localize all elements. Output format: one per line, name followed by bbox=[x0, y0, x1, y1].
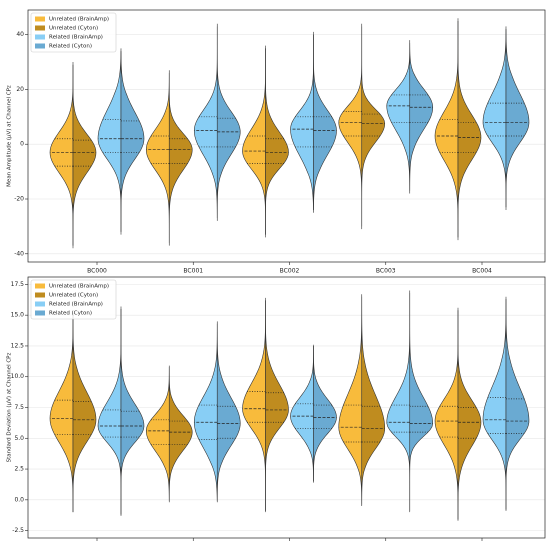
violin-half bbox=[482, 26, 507, 210]
violin-half bbox=[482, 296, 507, 511]
x-tick-label: BC001 bbox=[183, 268, 203, 275]
y-tick-label: 7.5 bbox=[14, 404, 24, 411]
legend-swatch bbox=[35, 25, 45, 31]
legend-label: Unrelated (BrainAmp) bbox=[49, 284, 109, 290]
violin-half bbox=[216, 26, 241, 219]
violin-half bbox=[120, 51, 145, 232]
legend-swatch bbox=[35, 34, 45, 40]
violin-half bbox=[145, 70, 170, 246]
violin-half bbox=[434, 307, 459, 521]
violin-half bbox=[409, 293, 434, 511]
y-tick-label: -40 bbox=[14, 250, 24, 257]
violin-half bbox=[49, 62, 74, 249]
violin-half bbox=[193, 23, 218, 221]
legend-box bbox=[30, 12, 117, 53]
violin-half bbox=[386, 40, 411, 194]
violin-half bbox=[168, 73, 193, 243]
legend-label: Related (BrainAmp) bbox=[49, 302, 103, 308]
violin-half bbox=[409, 42, 434, 191]
plot-frame bbox=[27, 276, 546, 539]
legend-label: Unrelated (BrainAmp) bbox=[49, 17, 109, 23]
legend-swatch bbox=[35, 301, 45, 307]
legend-label: Related (Cyton) bbox=[49, 44, 92, 50]
violin-half bbox=[457, 20, 482, 238]
violin-half bbox=[313, 34, 337, 210]
legend-label: Unrelated (Cyton) bbox=[49, 26, 98, 32]
legend-box bbox=[30, 279, 117, 320]
violin-half bbox=[145, 365, 170, 503]
violin-half bbox=[338, 294, 363, 506]
violin-half bbox=[193, 321, 218, 503]
y-tick-label: 15.0 bbox=[11, 312, 25, 319]
violin-half bbox=[97, 306, 122, 516]
violin-half bbox=[505, 299, 530, 510]
violin-half bbox=[386, 290, 411, 513]
y-tick-label: 0 bbox=[20, 141, 24, 148]
x-tick-label: BC003 bbox=[376, 268, 396, 275]
violin-half bbox=[338, 23, 363, 230]
y-tick-label: 0.0 bbox=[14, 496, 24, 503]
plot-frame bbox=[27, 9, 546, 263]
violin-half bbox=[72, 64, 97, 246]
y-tick-label: 20 bbox=[16, 86, 24, 93]
legend-swatch bbox=[35, 43, 45, 49]
violin-half bbox=[49, 312, 74, 513]
legend-label: Related (Cyton) bbox=[49, 311, 92, 317]
violin-half bbox=[290, 31, 314, 213]
violin-half bbox=[242, 45, 266, 238]
x-tick-label: BC004 bbox=[472, 268, 492, 275]
violin-half bbox=[120, 309, 145, 515]
violin-half bbox=[505, 29, 530, 208]
y-tick-label: 2.5 bbox=[14, 466, 24, 473]
violin-half bbox=[265, 300, 289, 511]
y-tick-label: -20 bbox=[14, 196, 24, 203]
x-tick-label: BC000 bbox=[87, 268, 107, 275]
violin-half bbox=[242, 297, 266, 513]
violin-half bbox=[265, 48, 289, 235]
y-tick-label: 5.0 bbox=[14, 435, 24, 442]
legend-swatch bbox=[35, 310, 45, 316]
y-axis-label: Mean Amplitude (µV) at Channel CPz bbox=[7, 85, 13, 187]
violin-half bbox=[290, 344, 314, 483]
violin-half bbox=[72, 315, 97, 513]
legend-swatch bbox=[35, 283, 45, 289]
y-tick-label: 17.5 bbox=[11, 281, 25, 288]
y-tick-label: 12.5 bbox=[11, 342, 25, 349]
y-tick-label: -2.5 bbox=[12, 527, 24, 534]
violin-half bbox=[168, 366, 193, 502]
violin-half bbox=[313, 345, 337, 482]
legend-swatch bbox=[35, 292, 45, 298]
legend-label: Unrelated (Cyton) bbox=[49, 293, 98, 299]
violin-half bbox=[434, 18, 459, 241]
legend-label: Related (BrainAmp) bbox=[49, 35, 103, 41]
violin-half bbox=[361, 296, 386, 505]
legend-swatch bbox=[35, 16, 45, 22]
violin-half bbox=[361, 26, 386, 227]
violin-half bbox=[216, 323, 241, 502]
y-axis-label: Standard Deviation (µV) at Channel CPz bbox=[7, 353, 13, 463]
violin-half bbox=[457, 310, 482, 520]
y-tick-label: 10.0 bbox=[11, 373, 25, 380]
violin-half bbox=[97, 48, 122, 235]
y-tick-label: 40 bbox=[16, 31, 24, 38]
x-tick-label: BC002 bbox=[280, 268, 300, 275]
